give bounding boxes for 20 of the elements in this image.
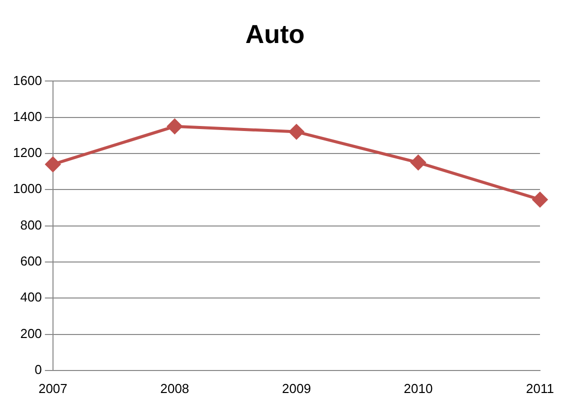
point <box>45 156 60 172</box>
point <box>532 192 548 208</box>
y-tick-label: 600 <box>20 254 42 269</box>
x-tick-label: 2008 <box>160 380 190 396</box>
y-tick-label: 1400 <box>13 108 42 124</box>
chart-title: Auto <box>245 18 305 49</box>
point <box>167 118 182 134</box>
x-tick-label: 2010 <box>404 380 433 396</box>
point <box>410 155 426 170</box>
y-tick-label: 0 <box>34 362 42 377</box>
x-tick-label: 2007 <box>38 380 68 396</box>
y-tick-label: 1600 <box>13 72 42 88</box>
x-tick-label: 2011 <box>526 380 554 396</box>
y-tick-label: 400 <box>20 290 42 305</box>
y-tick-label: 1200 <box>13 145 42 160</box>
y-tick-label: 200 <box>20 326 42 341</box>
y-tick-label: 800 <box>20 217 42 232</box>
point <box>288 124 304 140</box>
y-tick-label: 1000 <box>13 181 42 196</box>
x-tick-label: 2009 <box>282 380 311 396</box>
